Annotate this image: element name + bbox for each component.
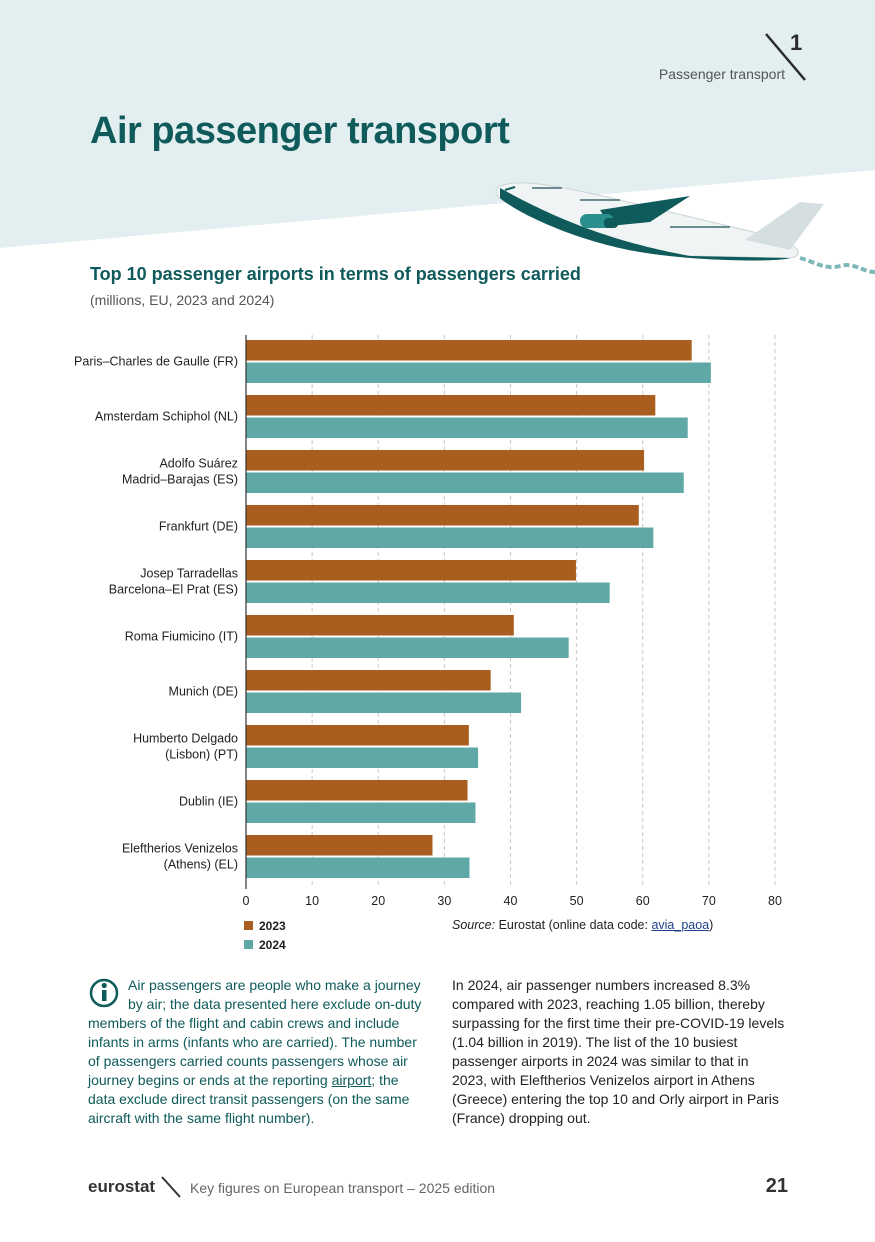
bar-2024 [246,857,470,878]
x-tick-label: 40 [504,894,518,908]
section-divider-icon [765,33,806,81]
airplane-icon [495,182,875,274]
category-label: (Athens) (EL) [164,858,238,872]
category-label: Amsterdam Schiphol (NL) [95,410,238,424]
hero-banner [0,0,875,274]
legend-label-2024: 2024 [259,937,286,952]
source-text: Eurostat (online data code: [495,918,652,932]
airport-link[interactable]: airport [331,1072,372,1088]
bar-2023 [246,615,514,636]
x-tick-label: 70 [702,894,716,908]
x-tick-label: 60 [636,894,650,908]
category-label: Adolfo Suárez [159,457,238,471]
info-text-end: ; the data exclude direct transit passen… [88,1072,410,1126]
bar-2023 [246,670,491,691]
bar-2024 [246,472,684,493]
category-label: Paris–Charles de Gaulle (FR) [74,355,238,369]
bar-2024 [246,802,476,823]
category-label: Dublin (IE) [179,795,238,809]
page-number: 21 [765,1175,788,1197]
legend-label-2023: 2023 [259,918,286,933]
bar-2023 [246,560,576,581]
x-tick-label: 30 [437,894,451,908]
bar-2023 [246,780,468,801]
source-note: Source: Eurostat (online data code: avia… [452,918,713,932]
bar-chart: Paris–Charles de Gaulle (FR) Amsterdam Sc… [74,335,782,908]
bar-2023 [246,395,656,416]
info-box: Air passengers are people who make a jou… [88,976,428,1128]
chart-subtitle: (millions, EU, 2023 and 2024) [90,292,275,308]
bar-2023 [246,835,433,856]
page-footer: eurostat Key figures on European transpo… [88,1175,788,1201]
bar-2024 [246,362,711,383]
x-tick-label: 10 [305,894,319,908]
category-label: Roma Fiumicino (IT) [125,630,238,644]
chart-title: Top 10 passenger airports in terms of pa… [90,264,581,284]
chart-legend: 2023 2024 [244,916,286,954]
category-label: Frankfurt (DE) [159,520,238,534]
bar-2024 [246,637,569,658]
bar-2023 [246,340,692,361]
category-label: Eleftherios Venizelos [122,842,238,856]
category-label: Josep Tarradellas [140,567,238,581]
body-paragraph: In 2024, air passenger numbers increased… [452,977,785,1126]
source-prefix: Source: [452,918,496,932]
legend-item-2024: 2024 [244,935,286,954]
legend-item-2023: 2023 [244,916,286,935]
bar-2024 [246,527,654,548]
source-suffix: ) [709,918,714,932]
eurostat-logo: eurostat [88,1177,156,1196]
bar-2024 [246,582,610,603]
category-label: Humberto Delgado [133,732,238,746]
x-tick-label: 20 [371,894,385,908]
x-tick-label: 80 [768,894,782,908]
x-tick-label: 0 [243,894,250,908]
category-label: Barcelona–El Prat (ES) [109,583,238,597]
category-label: Madrid–Barajas (ES) [122,473,238,487]
data-code-link[interactable]: avia_paoa [651,918,710,932]
bar-2024 [246,692,522,713]
section-number: 1 [790,30,803,55]
x-tick-label: 50 [570,894,584,908]
bar-2024 [246,417,688,438]
footer-slash-icon [161,1176,181,1198]
info-text-start: Air passengers are people who make a jou… [88,977,422,1088]
bar-2023 [246,725,469,746]
page-title: Air passenger transport [90,110,510,152]
publication-title: Key figures on European transport – 2025… [190,1180,496,1196]
bar-2023 [246,450,645,471]
legend-swatch-2023 [244,921,253,930]
info-icon [89,978,119,1008]
bar-2024 [246,747,479,768]
bar-2023 [246,505,639,526]
legend-swatch-2024 [244,940,253,949]
section-label: Passenger transport [658,66,785,82]
category-label: Munich (DE) [169,685,238,699]
category-label: (Lisbon) (PT) [165,748,238,762]
